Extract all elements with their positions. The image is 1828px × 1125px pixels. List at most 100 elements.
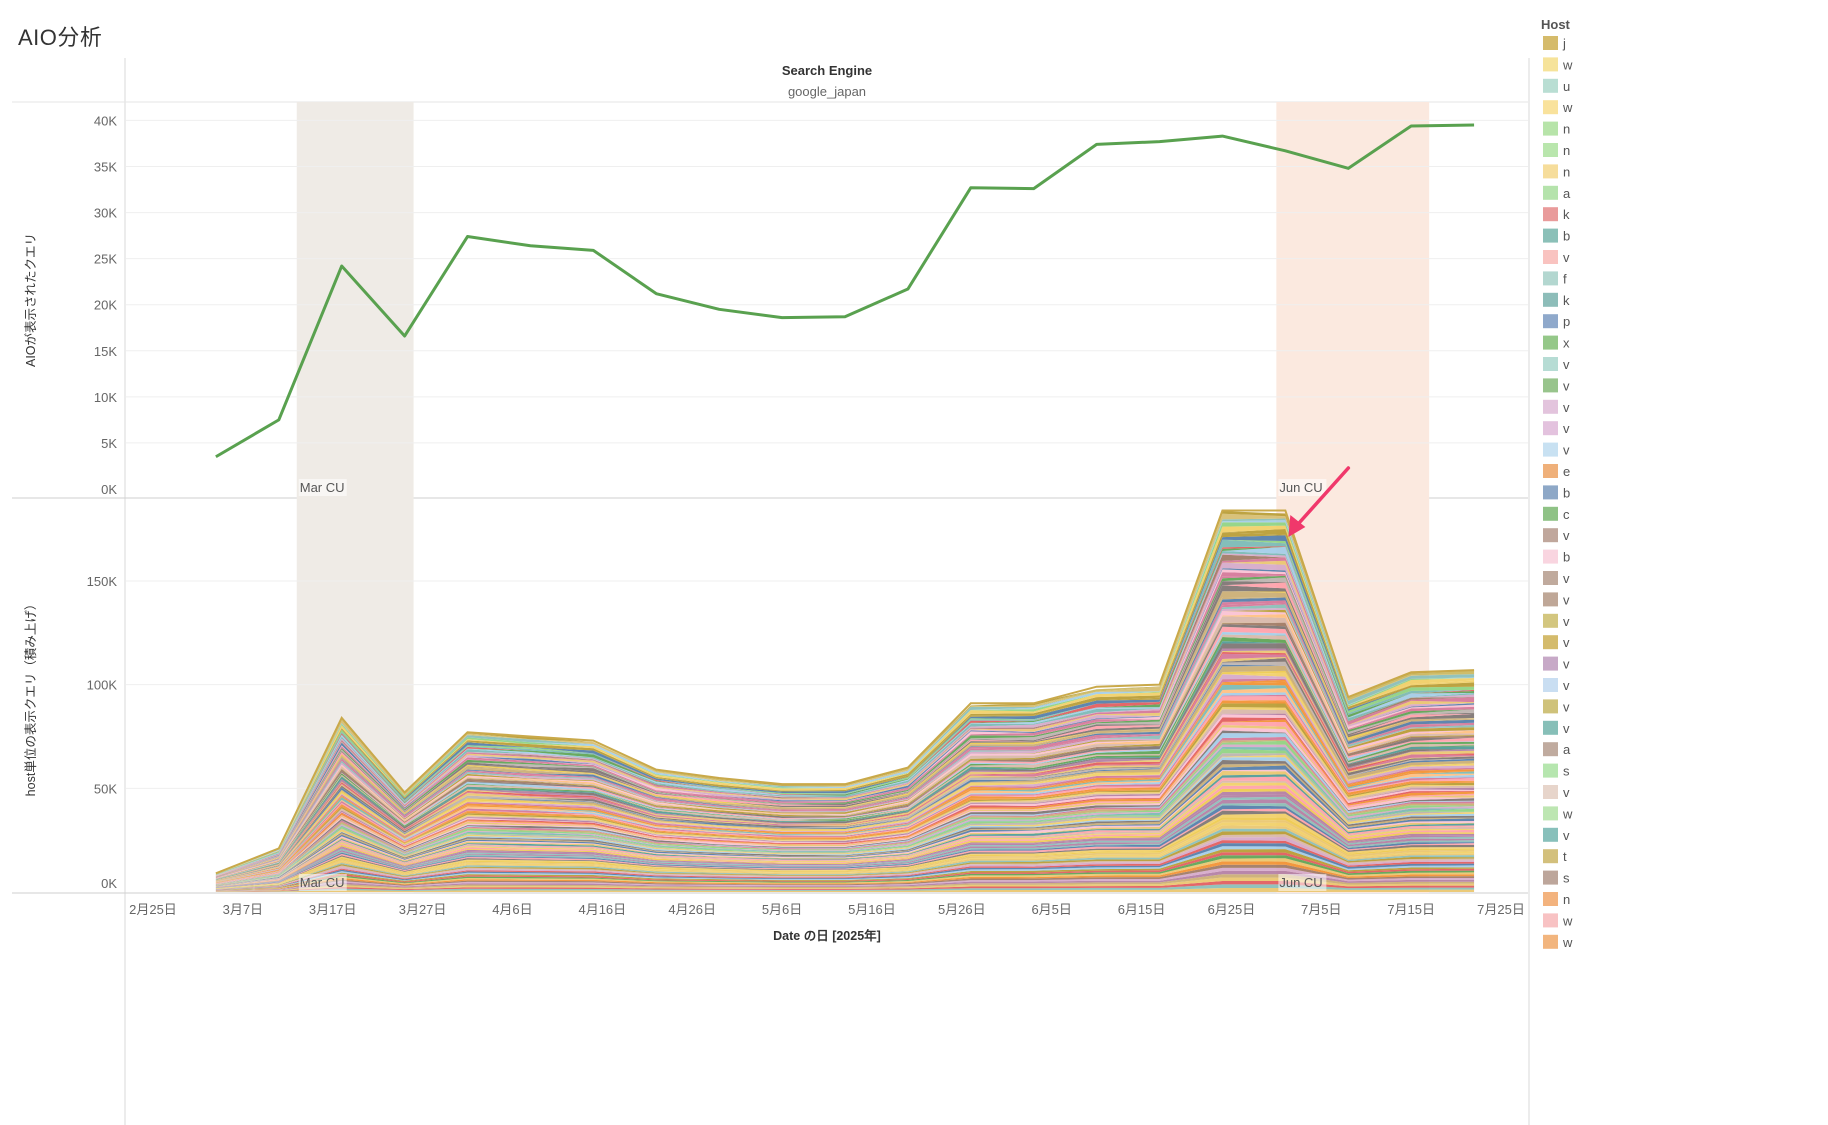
legend-swatch <box>1543 635 1558 650</box>
y-tick-label: 35K <box>94 160 117 175</box>
legend-swatch <box>1543 421 1558 436</box>
y-tick-label: 20K <box>94 298 117 313</box>
area-layer <box>215 887 1475 892</box>
bottom-y-axis-title: host単位の表示クエリ（積み上げ） <box>23 598 38 797</box>
legend-label: v <box>1563 614 1570 629</box>
legend-swatch <box>1543 656 1558 671</box>
legend-label: n <box>1563 143 1570 158</box>
legend-swatch <box>1543 292 1558 307</box>
line-chart <box>215 123 1475 459</box>
y-tick-label: 50K <box>94 781 117 796</box>
y-tick-label: 10K <box>94 390 117 405</box>
band-label-bg <box>298 479 347 496</box>
legend-swatch <box>1543 892 1558 906</box>
legend-label: v <box>1563 400 1570 415</box>
y-tick-label: 150K <box>87 574 118 589</box>
legend-label: v <box>1563 678 1570 693</box>
legend-swatch <box>1543 78 1558 93</box>
legend-swatch <box>1543 528 1558 543</box>
x-tick-label: 5月16日 <box>848 902 896 917</box>
x-tick-label: 3月27日 <box>399 902 447 917</box>
legend-label: b <box>1563 550 1570 565</box>
legend-label: v <box>1563 421 1570 436</box>
x-tick-label: 5月26日 <box>938 902 986 917</box>
y-tick-label: 5K <box>101 436 117 451</box>
legend-swatch <box>1543 699 1558 714</box>
area-layer <box>215 877 1475 892</box>
legend-label: v <box>1563 250 1570 265</box>
x-axis-ticks: 2月25日 3月7日 3月17日 3月27日 4月6日 4月16日 4月26日 5月6日 5月1… <box>129 902 1525 917</box>
x-tick-label: 2月25日 <box>129 902 177 917</box>
x-tick-label: 4月26日 <box>668 902 716 917</box>
y-tick-label: 100K <box>87 678 118 693</box>
x-tick-label: 6月5日 <box>1031 902 1071 917</box>
x-tick-label: 3月7日 <box>223 902 263 917</box>
legend-swatch <box>1543 121 1558 136</box>
legend-swatch <box>1543 592 1558 607</box>
area-layer <box>215 884 1475 892</box>
legend-label: s <box>1563 871 1570 886</box>
stacked-area-chart <box>215 509 1475 892</box>
legend-swatch <box>1543 827 1558 842</box>
legend-label: v <box>1563 635 1570 650</box>
legend-label: x <box>1563 336 1570 351</box>
y-tick-label: 0K <box>101 482 117 497</box>
legend-swatch <box>1543 228 1558 243</box>
band-label-bottom: Mar CU <box>300 875 345 890</box>
legend-label: n <box>1563 892 1570 907</box>
band-label-bg <box>1278 874 1327 891</box>
legend-label: n <box>1563 122 1570 137</box>
legend-swatch <box>1543 335 1558 350</box>
legend-label: f <box>1563 271 1567 286</box>
x-tick-label: 7月5日 <box>1301 902 1341 917</box>
legend-label: k <box>1563 293 1570 308</box>
legend-label: w <box>1562 806 1573 821</box>
legend-swatch <box>1543 143 1558 157</box>
legend-swatch <box>1543 870 1558 885</box>
legend-title: Host <box>1541 17 1571 32</box>
legend-swatch <box>1543 36 1558 50</box>
legend-label: v <box>1563 357 1570 372</box>
legend-label: v <box>1563 528 1570 543</box>
legend-swatch <box>1543 678 1558 692</box>
legend-label: b <box>1563 229 1570 244</box>
x-tick-label: 3月17日 <box>309 902 357 917</box>
band-label-top: Jun CU <box>1279 480 1322 495</box>
x-tick-label: 4月16日 <box>578 902 626 917</box>
legend-swatch <box>1543 314 1558 329</box>
legend-label: j <box>1562 36 1566 51</box>
legend-label: v <box>1563 378 1570 393</box>
legend-label: a <box>1563 186 1571 201</box>
annotation-arrow <box>1288 466 1351 537</box>
legend-swatch <box>1543 763 1558 778</box>
y-axis-ticks: 0K 5K 10K 15K 20K 25K 30K 35K 40K 0K 50K 100K 150K <box>87 113 118 891</box>
header-value: google_japan <box>788 84 866 99</box>
legend-swatch <box>1543 464 1558 478</box>
legend-label: t <box>1563 849 1567 864</box>
band-label-bottom: Jun CU <box>1279 875 1322 890</box>
arrow-head <box>1288 515 1306 537</box>
legend-label: b <box>1563 485 1570 500</box>
legend-label: e <box>1563 464 1570 479</box>
legend-label: w <box>1562 57 1573 72</box>
legend-label: k <box>1563 207 1570 222</box>
band-label-bg <box>1278 479 1327 496</box>
legend-swatch <box>1543 207 1558 222</box>
legend-swatch <box>1543 357 1558 371</box>
x-tick-label: 6月15日 <box>1118 902 1166 917</box>
legend-swatch <box>1543 485 1558 500</box>
top-y-axis-title: AIOが表示されたクエリ <box>23 233 38 367</box>
legend-swatch <box>1543 378 1558 393</box>
legend-label: v <box>1563 592 1570 607</box>
band-label-bg <box>298 874 347 891</box>
legend-label: c <box>1563 507 1570 522</box>
x-tick-label: 6月25日 <box>1208 902 1256 917</box>
area-layer <box>215 880 1475 892</box>
area-layer <box>215 874 1475 892</box>
band-labels: Mar CU Mar CU Jun CU Jun CU <box>298 479 1327 891</box>
legend-label: w <box>1562 913 1573 928</box>
area-top-outline <box>215 509 1475 875</box>
legend-swatch <box>1543 506 1558 521</box>
x-axis-title: Date の日 [2025年] <box>773 928 881 943</box>
legend-swatch <box>1543 742 1558 757</box>
